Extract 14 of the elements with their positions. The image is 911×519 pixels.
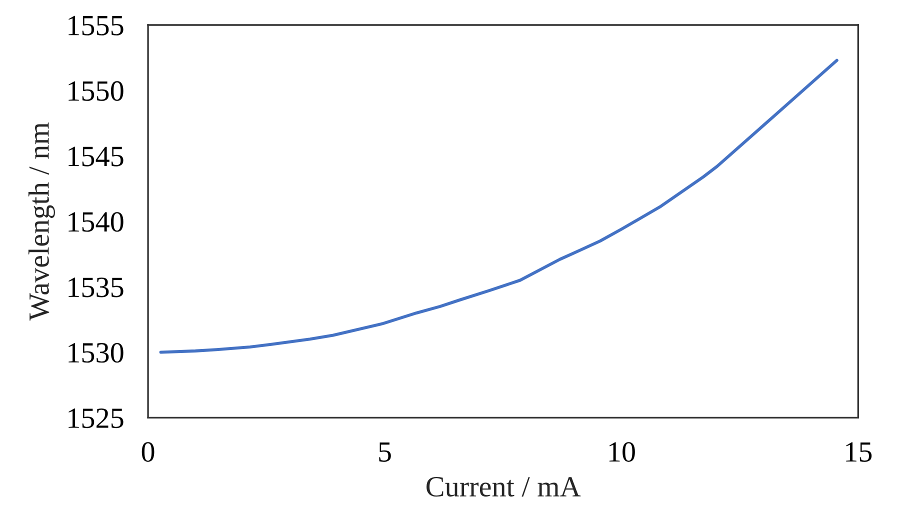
- line-series: [159, 58, 838, 354]
- y-tick-label: 1535: [68, 278, 124, 298]
- x-tick-label: 15: [846, 442, 872, 462]
- y-tick-label: 1545: [68, 146, 124, 166]
- y-tick-label: 1540: [68, 212, 124, 232]
- x-tick-label: 0: [142, 442, 154, 462]
- x-axis-title: Current / mA: [426, 477, 581, 497]
- y-axis-title: Wavelength / nm: [28, 122, 55, 321]
- y-tick-label: 1530: [68, 342, 124, 363]
- x-tick-label: 5: [379, 442, 391, 462]
- y-tick-label: 1525: [68, 408, 124, 428]
- y-tick-label: 1555: [68, 16, 124, 36]
- y-tick-label: 1550: [68, 81, 124, 101]
- x-tick-label: 10: [609, 442, 635, 462]
